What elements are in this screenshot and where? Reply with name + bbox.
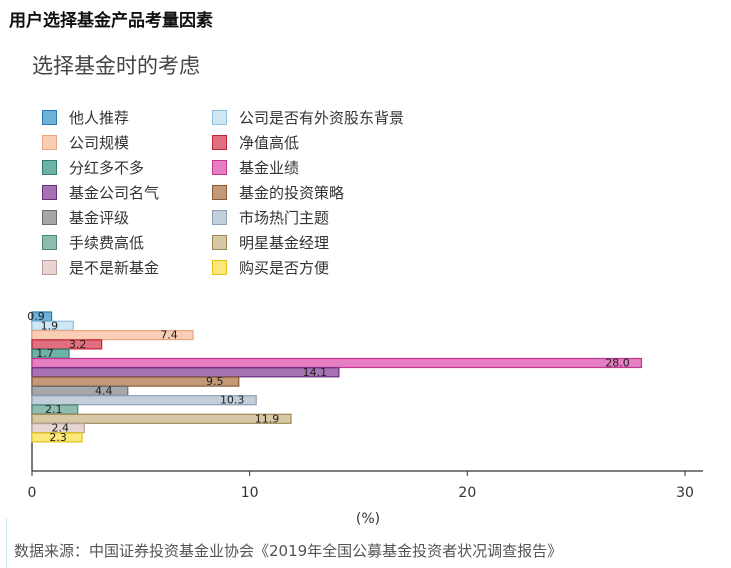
- legend-label: 基金公司名气: [69, 183, 160, 202]
- legend-item: 公司是否有外资股东背景: [212, 107, 404, 127]
- legend-swatch: [212, 159, 227, 175]
- legend-swatch: [212, 109, 227, 125]
- legend-swatch: [42, 159, 57, 175]
- legend-swatch: [42, 209, 57, 225]
- legend-item: 市场热门主题: [212, 207, 329, 227]
- x-tick-label: 20: [458, 485, 476, 501]
- bar-value-label: 2.4: [51, 422, 69, 435]
- legend-swatch: [212, 184, 227, 200]
- legend-item: 明星基金经理: [212, 232, 329, 252]
- chart-legend: 他人推荐 公司是否有外资股东背景 公司规模 净值高低 分红多不多 基金业绩 基金公司名气 基金…: [42, 107, 512, 283]
- legend-label: 基金业绩: [239, 158, 300, 177]
- bar-value-label: 7.4: [160, 329, 178, 342]
- bar-value-label: 2.3: [49, 431, 67, 444]
- bar: [31, 376, 240, 387]
- chart-title: 选择基金时的考虑: [32, 54, 200, 78]
- bar-value-label: 3.2: [69, 338, 87, 351]
- legend-label: 基金的投资策略: [239, 183, 345, 202]
- legend-swatch: [42, 259, 57, 275]
- legend-item: 是不是新基金: [42, 257, 159, 277]
- bar: [31, 357, 643, 369]
- legend-item: 基金业绩: [212, 157, 299, 177]
- bar-value-label: 4.4: [95, 384, 113, 397]
- x-axis-label: (%): [356, 511, 380, 527]
- legend-swatch: [42, 109, 57, 125]
- legend-item: 基金的投资策略: [212, 182, 344, 202]
- bar-value-label: 1.7: [36, 347, 54, 360]
- page-title: 用户选择基金产品考量因素: [9, 11, 213, 31]
- bar: [31, 395, 257, 406]
- legend-label: 手续费高低: [69, 233, 145, 252]
- source-note: 数据来源：中国证券投资基金业协会《2019年全国公募基金投资者状况调查报告》: [14, 542, 563, 560]
- legend-swatch: [212, 134, 227, 150]
- page-edge-divider: [6, 518, 7, 568]
- bar-value-label: 2.1: [45, 403, 63, 416]
- legend-item: 手续费高低: [42, 232, 144, 252]
- bar-chart: 0 10 20 30 (%) 0.91.9 7.4 3.2 1.7 28.0 14.1 9.5 4.4 1…: [27, 310, 703, 527]
- bar-value-label: 11.9: [255, 412, 280, 425]
- legend-label: 净值高低: [239, 133, 300, 152]
- bar-value-label: 28.0: [605, 357, 630, 370]
- bar: [31, 385, 129, 396]
- legend-item: 分红多不多: [42, 157, 144, 177]
- x-tick-label: 30: [676, 485, 694, 501]
- bar-value-label: 10.3: [220, 394, 245, 407]
- legend-swatch: [212, 209, 227, 225]
- legend-label: 他人推荐: [69, 108, 130, 127]
- legend-label: 是不是新基金: [69, 258, 160, 277]
- legend-item: 公司规模: [42, 132, 129, 152]
- legend-item: 净值高低: [212, 132, 299, 152]
- legend-item: 基金评级: [42, 207, 129, 227]
- legend-label: 分红多不多: [69, 158, 145, 177]
- bar-value-label: 1.9: [41, 319, 59, 332]
- legend-label: 基金评级: [69, 208, 130, 227]
- legend-label: 公司规模: [69, 133, 130, 152]
- legend-label: 公司是否有外资股东背景: [239, 108, 405, 127]
- bar: [31, 432, 83, 443]
- legend-item: 基金公司名气: [42, 182, 159, 202]
- legend-label: 市场热门主题: [239, 208, 330, 227]
- legend-swatch: [212, 259, 227, 275]
- legend-swatch: [42, 234, 57, 250]
- bar-value-label: 9.5: [206, 375, 224, 388]
- bar-value-label: 14.1: [303, 366, 328, 379]
- bar: [31, 413, 292, 424]
- legend-swatch: [42, 134, 57, 150]
- bar-value-label: 0.9: [27, 310, 45, 323]
- legend-label: 购买是否方便: [239, 258, 330, 277]
- legend-label: 明星基金经理: [239, 233, 330, 252]
- bar: [31, 330, 194, 341]
- legend-swatch: [212, 234, 227, 250]
- bar: [31, 367, 340, 378]
- x-tick-label: 10: [241, 485, 259, 501]
- legend-swatch: [42, 184, 57, 200]
- legend-item: 购买是否方便: [212, 257, 329, 277]
- legend-item: 他人推荐: [42, 107, 129, 127]
- x-tick-label: 0: [28, 485, 37, 501]
